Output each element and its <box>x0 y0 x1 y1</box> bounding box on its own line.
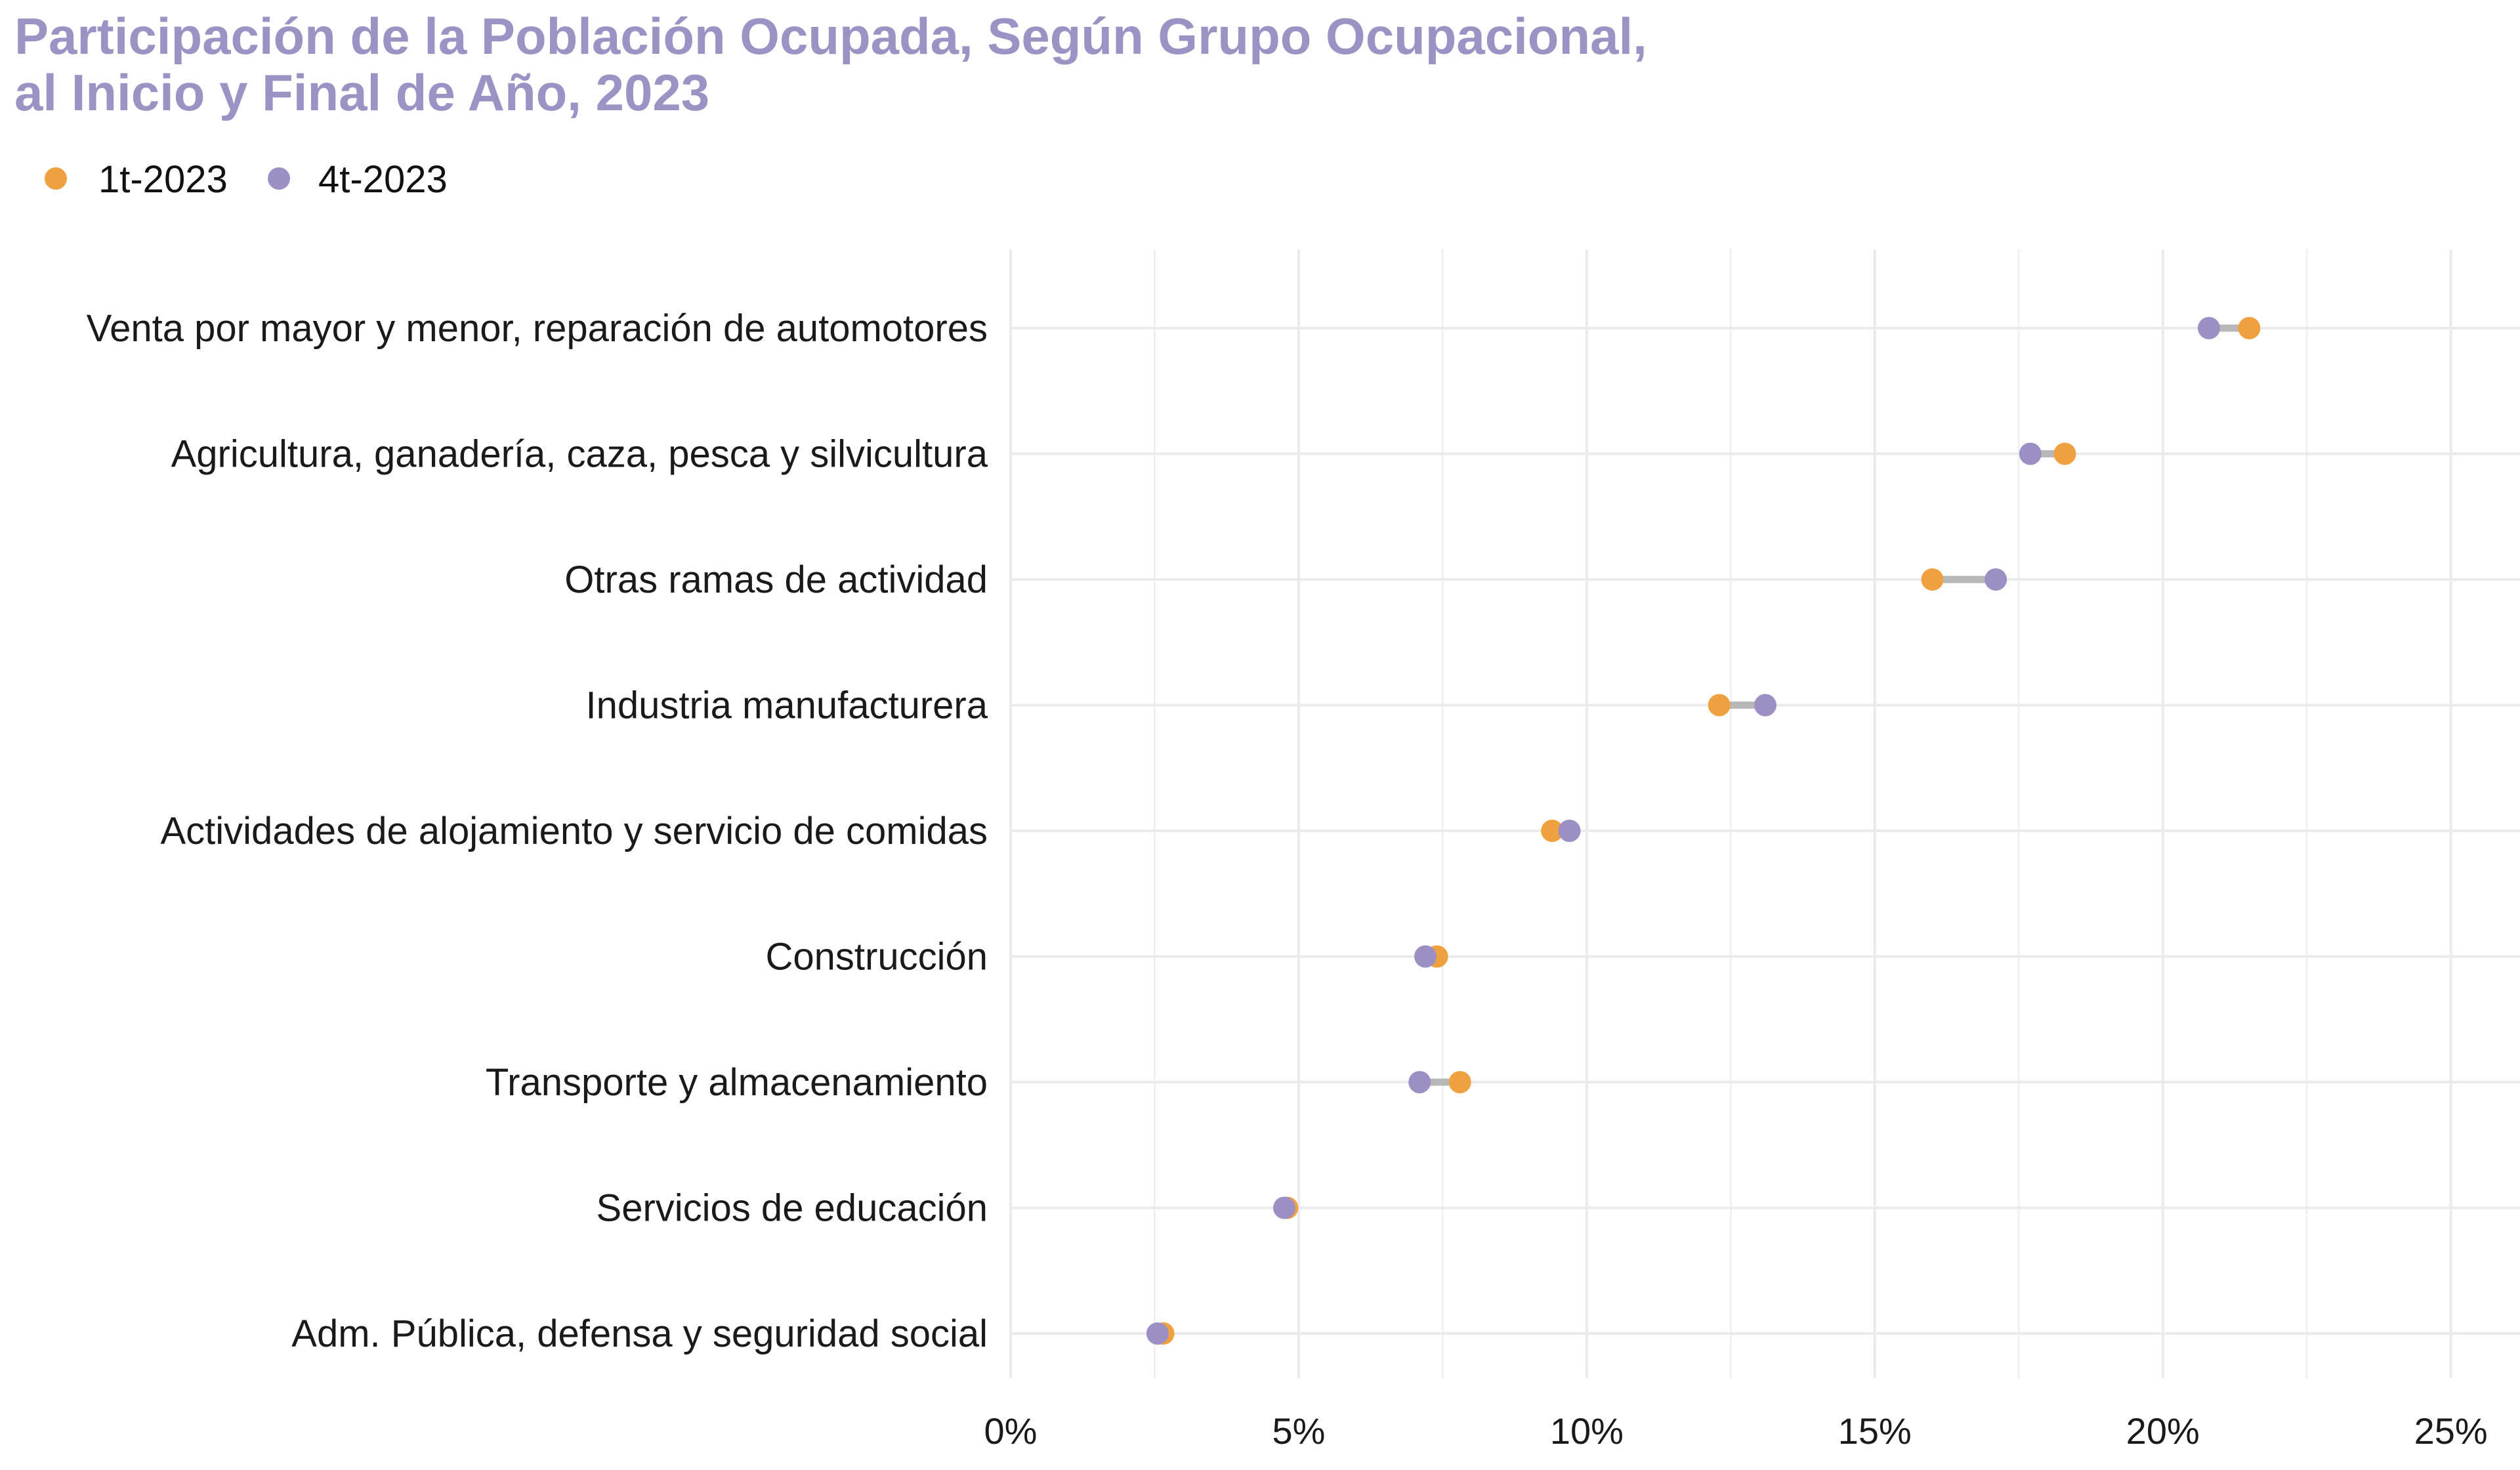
point-1t-2023 <box>2238 317 2261 339</box>
category-label: Otras ramas de actividad <box>564 558 988 601</box>
x-tick-label: 25% <box>2414 1410 2488 1452</box>
point-4t-2023 <box>1558 820 1581 842</box>
x-tick-label: 20% <box>2126 1410 2200 1452</box>
point-1t-2023 <box>2053 442 2076 465</box>
category-label: Servicios de educación <box>597 1187 988 1230</box>
x-axis-tick-labels: 0% 5% 10% 15% 20% 25% <box>984 1410 2488 1452</box>
x-tick-label: 5% <box>1272 1410 1325 1452</box>
point-1t-2023 <box>1541 820 1564 842</box>
x-tick-label: 10% <box>1550 1410 1624 1452</box>
category-label: Transporte y almacenamiento <box>486 1061 988 1104</box>
point-1t-2023 <box>1921 568 1944 591</box>
point-4t-2023 <box>1272 1196 1295 1219</box>
legend-label-4t-2023: 4t-2023 <box>318 158 448 201</box>
legend-label-1t-2023: 1t-2023 <box>98 158 228 201</box>
point-4t-2023 <box>1414 945 1437 968</box>
category-label: Agricultura, ganadería, caza, pesca y si… <box>171 433 988 476</box>
point-4t-2023 <box>2197 317 2220 339</box>
point-4t-2023 <box>1984 568 2007 591</box>
point-4t-2023 <box>1754 694 1776 717</box>
point-1t-2023 <box>1708 694 1731 717</box>
legend-marker-4t-2023 <box>268 167 290 190</box>
category-label: Adm. Pública, defensa y seguridad social <box>291 1312 988 1355</box>
chart-title: Participación de la Población Ocupada, S… <box>14 7 1647 121</box>
point-4t-2023 <box>1408 1071 1431 1093</box>
chart-title-line-1: Participación de la Población Ocupada, S… <box>14 7 1647 65</box>
grid <box>1009 249 2520 1378</box>
point-4t-2023 <box>2019 442 2042 465</box>
data-points <box>1146 317 2261 1345</box>
legend-marker-1t-2023 <box>45 167 67 190</box>
category-labels: Venta por mayor y menor, reparación de a… <box>87 307 988 1355</box>
x-tick-label: 15% <box>1838 1410 1912 1452</box>
category-label: Industria manufacturera <box>585 684 988 727</box>
legend: 1t-2023 4t-2023 <box>45 158 448 201</box>
category-label: Venta por mayor y menor, reparación de a… <box>87 307 988 350</box>
chart-title-line-2: al Inicio y Final de Año, 2023 <box>14 64 709 121</box>
category-label: Construcción <box>766 936 988 978</box>
point-4t-2023 <box>1146 1322 1169 1345</box>
x-tick-label: 0% <box>984 1410 1038 1452</box>
category-label: Actividades de alojamiento y servicio de… <box>160 810 988 852</box>
point-1t-2023 <box>1448 1071 1471 1093</box>
